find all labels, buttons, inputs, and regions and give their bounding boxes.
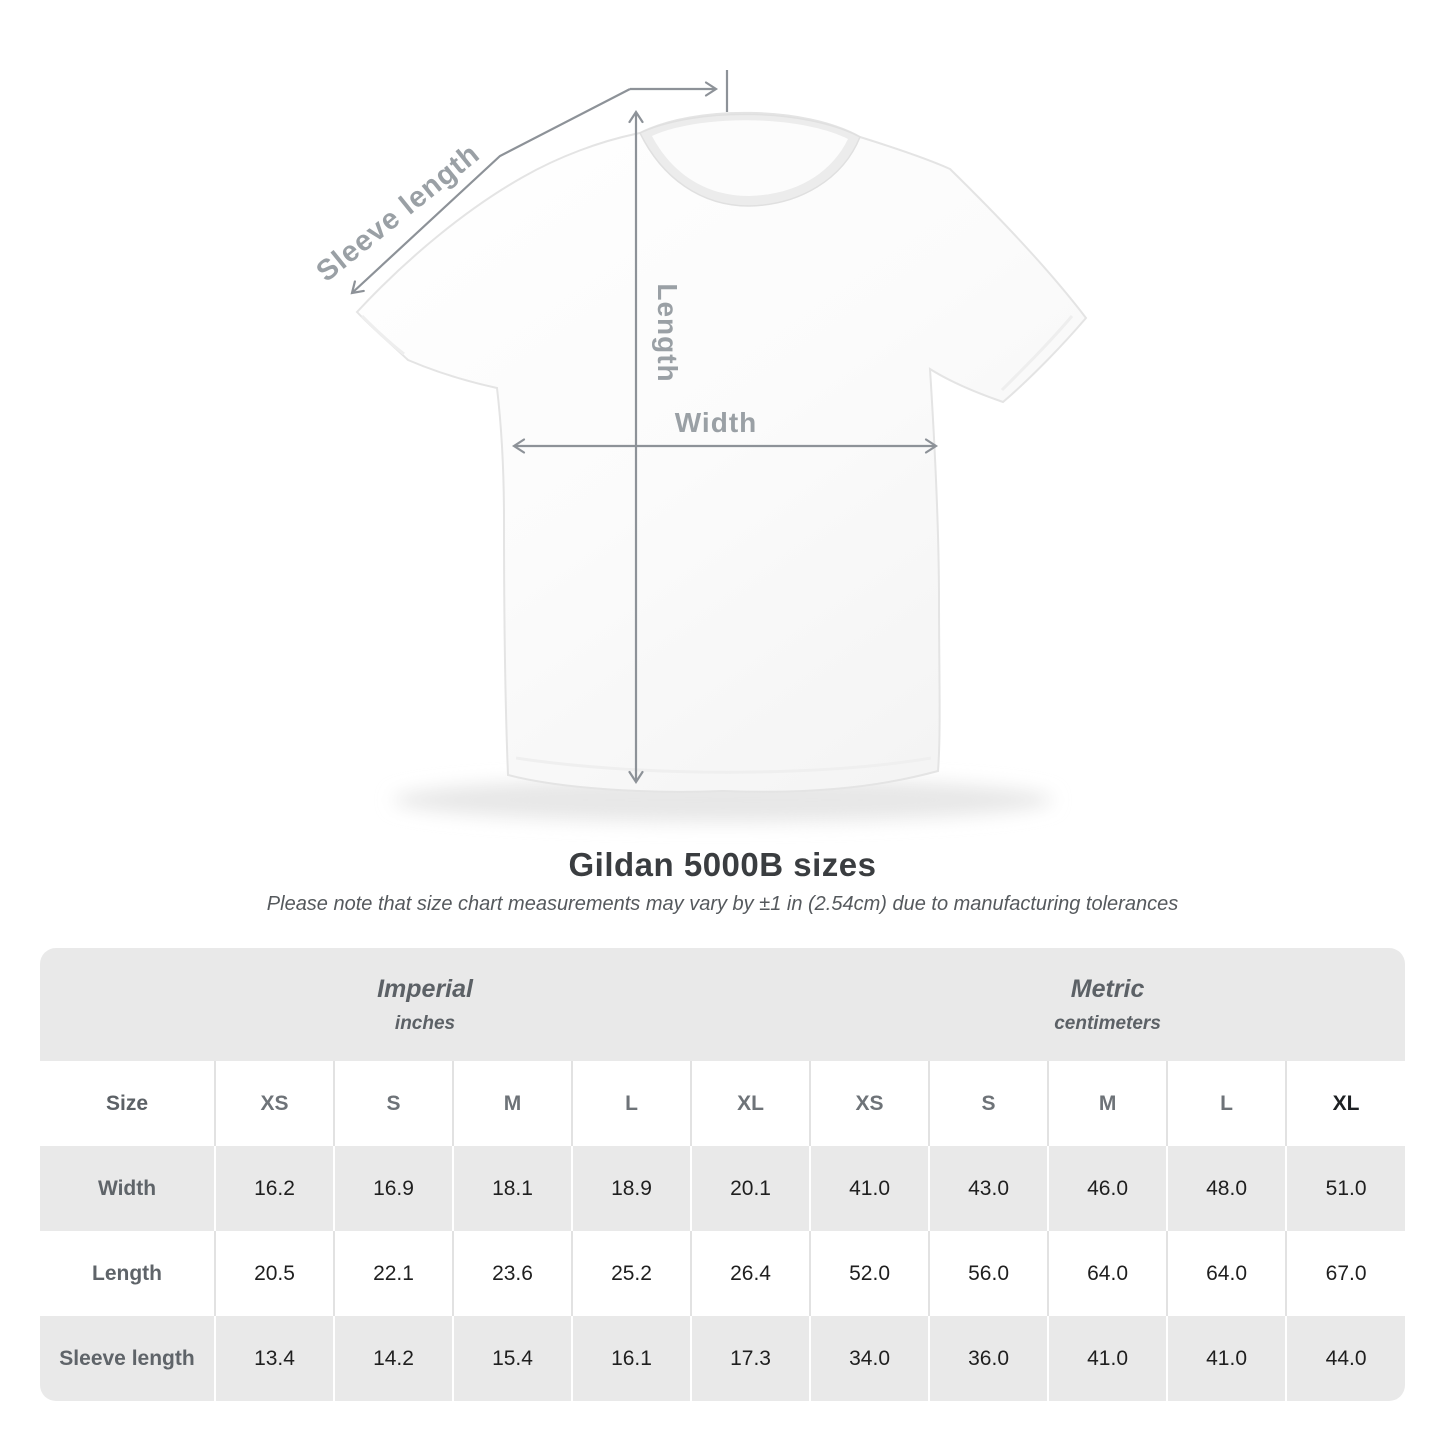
table-cell: 41.0	[1166, 1316, 1287, 1401]
table-cell: 48.0	[1166, 1146, 1287, 1231]
table-cell: 46.0	[1047, 1146, 1168, 1231]
metric-label: Metric	[1070, 974, 1145, 1003]
table-cell: 52.0	[809, 1231, 930, 1316]
table-cell: 18.1	[452, 1146, 572, 1231]
row-label: Length	[92, 1261, 162, 1285]
table-cell: 25.2	[571, 1231, 691, 1316]
page-title: Gildan 5000B sizes	[568, 846, 877, 883]
table-cell: 26.4	[689, 1231, 811, 1316]
size-col-header: S	[333, 1061, 453, 1146]
tshirt-diagram-svg: Sleeve length Length Width	[311, 70, 1088, 822]
size-col-header: S	[928, 1061, 1049, 1146]
table-cell: 64.0	[1166, 1231, 1287, 1316]
size-column-title: Size	[40, 1061, 215, 1146]
tshirt	[355, 111, 1088, 793]
size-table: Imperial inches Metric centimeters Size …	[40, 948, 1405, 1401]
unit-header-row: Imperial inches Metric centimeters	[40, 948, 1405, 1061]
size-col-header: XS	[214, 1061, 334, 1146]
table-cell: 56.0	[928, 1231, 1049, 1316]
table-cell: 23.6	[452, 1231, 572, 1316]
size-chart: Imperial inches Metric centimeters Size …	[40, 948, 1405, 1401]
shirt-shadow	[393, 778, 1053, 822]
size-col-header: XL	[1285, 1061, 1405, 1146]
table-cell: 17.3	[689, 1316, 811, 1401]
table-cell: 64.0	[1047, 1231, 1168, 1316]
length-label: Length	[652, 283, 683, 382]
row-label: Sleeve length	[59, 1346, 195, 1370]
tshirt-collar-band	[652, 120, 848, 196]
table-cell: 14.2	[333, 1316, 453, 1401]
size-col-header: XS	[809, 1061, 930, 1146]
table-cell: 16.2	[214, 1146, 334, 1231]
tolerance-note: Please note that size chart measurements…	[266, 893, 1179, 915]
table-cell: 20.5	[214, 1231, 334, 1316]
size-col-header: XL	[689, 1061, 811, 1146]
size-col-header: L	[1166, 1061, 1287, 1146]
width-label: Width	[675, 407, 758, 438]
table-cell: 22.1	[333, 1231, 453, 1316]
size-col-header: L	[571, 1061, 691, 1146]
metric-unit: centimeters	[1054, 1012, 1161, 1034]
table-cell: 41.0	[809, 1146, 930, 1231]
table-cell: 13.4	[214, 1316, 334, 1401]
hem-stitch-line	[515, 756, 932, 774]
table-row-length: Length 20.5 22.1 23.6 25.2 26.4 52.0 56.…	[40, 1231, 1405, 1316]
row-label: Width	[97, 1176, 157, 1200]
table-cell: 36.0	[928, 1316, 1049, 1401]
size-col-header: M	[452, 1061, 572, 1146]
table-cell: 15.4	[452, 1316, 572, 1401]
table-cell: 43.0	[928, 1146, 1049, 1231]
metric-header: Metric centimeters	[810, 948, 1405, 1061]
sleeve-length-arrow	[350, 88, 631, 295]
imperial-label: Imperial	[377, 974, 473, 1003]
imperial-unit: inches	[394, 1012, 456, 1034]
table-cell: 41.0	[1047, 1316, 1168, 1401]
table-cell: 34.0	[809, 1316, 930, 1401]
table-cell: 20.1	[689, 1146, 811, 1231]
tshirt-measurement-diagram: Sleeve length Length Width	[311, 70, 1088, 822]
table-cell: 16.9	[333, 1146, 453, 1231]
table-row-sleeve-length: Sleeve length 13.4 14.2 15.4 16.1 17.3 3…	[40, 1316, 1405, 1401]
left-cuff-stitch-line	[360, 314, 405, 356]
table-cell: 16.1	[571, 1316, 691, 1401]
table-cell: 51.0	[1285, 1146, 1405, 1231]
caption: Gildan 5000B sizes Please note that size…	[0, 846, 1445, 916]
imperial-header: Imperial inches	[40, 948, 811, 1061]
size-col-header: M	[1047, 1061, 1168, 1146]
size-header-row: Size XS S M L XL XS S M L XL	[40, 1061, 1405, 1146]
table-cell: 67.0	[1285, 1231, 1405, 1316]
table-cell: 44.0	[1285, 1316, 1405, 1401]
table-cell: 18.9	[571, 1146, 691, 1231]
table-row-width: Width 16.2 16.9 18.1 18.9 20.1 41.0 43.0…	[40, 1146, 1405, 1231]
right-cuff-stitch-line	[1000, 315, 1074, 392]
